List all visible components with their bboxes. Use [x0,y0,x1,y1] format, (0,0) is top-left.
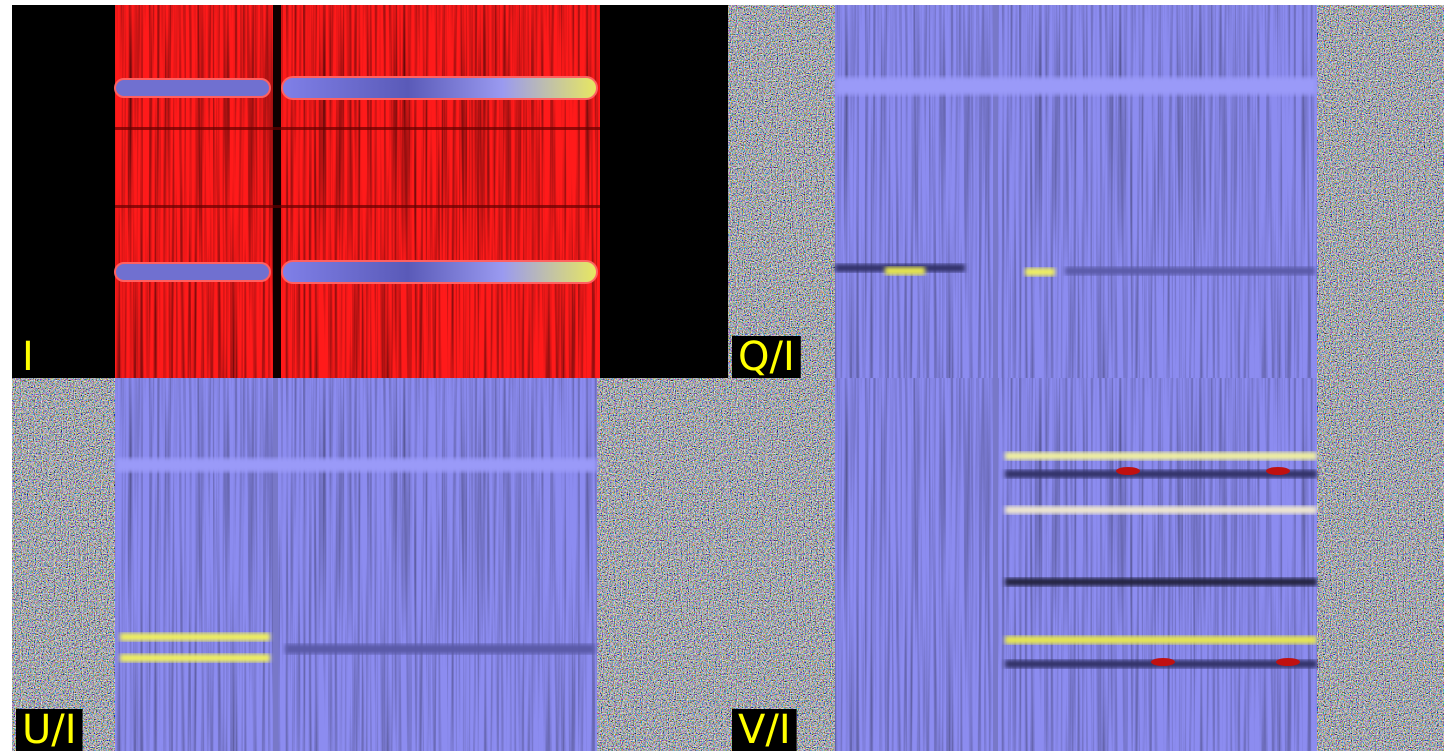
feature [1005,452,1317,460]
dark-line [993,378,998,751]
spot [1151,658,1175,666]
band [281,260,598,284]
panel: U/I [12,378,728,751]
panel-label: V/I [738,707,791,751]
spot [1276,658,1300,666]
panel-label: I [22,334,34,380]
panel: V/I [728,378,1444,751]
band [281,76,598,100]
panel-label: U/I [22,707,77,751]
hline [115,127,600,130]
band [114,78,271,98]
label-box [732,336,801,378]
spot [1266,467,1290,475]
stripes [115,5,600,378]
dark-line [273,5,281,378]
feature [1005,578,1317,586]
label-box [732,709,797,751]
band [835,77,1317,95]
label-box [16,709,83,751]
panel: I [12,5,728,380]
feature [120,633,270,641]
hline [115,205,600,208]
feature [1005,636,1317,644]
spot [1116,467,1140,475]
dark-line [273,378,278,751]
feature [120,654,270,662]
feature [1065,267,1315,275]
stripes [835,378,1317,751]
panel-label: Q/I [738,334,795,380]
feature [885,267,925,275]
feature [1005,506,1317,514]
feature [1005,470,1317,478]
dark-line [993,5,998,378]
stripes [835,5,1317,378]
panel: Q/I [728,5,1444,380]
feature [285,644,595,654]
band [114,262,271,282]
band [115,458,597,472]
stripes [115,378,597,751]
feature [1025,268,1055,276]
